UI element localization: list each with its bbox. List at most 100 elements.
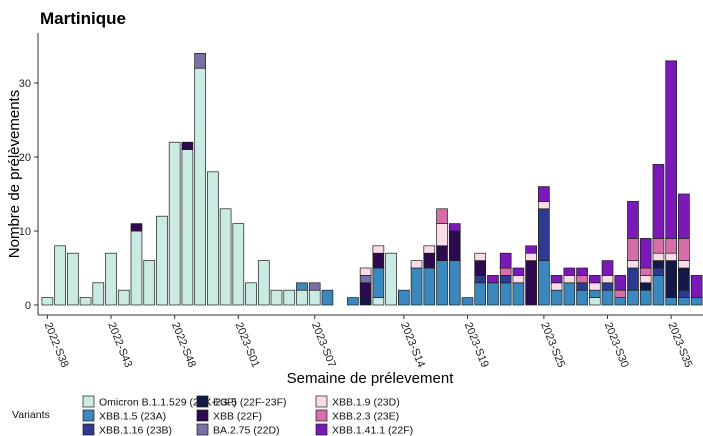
bar-segment <box>347 297 359 306</box>
bar-segment <box>474 252 487 261</box>
bar-segment <box>550 282 563 291</box>
bar-segment <box>436 260 448 306</box>
bar-segment <box>105 252 117 306</box>
bar-segment <box>665 252 678 261</box>
bar-segment <box>232 223 245 306</box>
bar-segment <box>639 267 652 276</box>
bar-segment <box>690 275 703 298</box>
bar-segment <box>423 252 436 269</box>
bar-segment <box>639 238 652 269</box>
bar-segment <box>627 260 639 269</box>
bar-segment <box>296 289 308 306</box>
y-tick-label: 10 <box>19 226 31 238</box>
bar-segment <box>474 275 487 284</box>
bar-segment <box>283 289 296 306</box>
bar-segment <box>538 201 550 210</box>
x-tick-label: 2022-S48 <box>169 321 198 370</box>
legend-label: BA.2.75 (22D) <box>213 425 280 436</box>
bar-segment <box>601 260 614 276</box>
bar-segment <box>372 245 385 254</box>
bar-segment <box>308 289 321 306</box>
bar-segment <box>652 275 665 306</box>
bar-segment <box>423 267 436 306</box>
bar-segment <box>321 289 334 306</box>
bar-segment <box>359 275 372 284</box>
bar-segment <box>41 297 54 306</box>
y-ticks-layer: 0 10 20 30 <box>19 78 38 312</box>
bar-segment <box>652 238 665 254</box>
bar-segment <box>474 282 487 306</box>
bar-segment <box>576 282 588 291</box>
bar-segment <box>194 67 206 306</box>
bar-segment <box>219 208 232 306</box>
bar-segment <box>538 260 550 306</box>
legend-label: XBB.1.41.1 (22F) <box>332 425 413 436</box>
bar-segment <box>627 267 639 291</box>
x-tick-label: 2023-S07 <box>309 321 338 370</box>
bar-segment <box>690 297 703 306</box>
bar-segment <box>296 282 308 291</box>
bar-segment <box>499 275 512 284</box>
chart-title: Martinique <box>40 9 126 28</box>
x-tick-label: 2023-S35 <box>665 321 694 370</box>
bar-segment <box>678 193 690 239</box>
legend-swatch <box>82 423 95 436</box>
bar-segment <box>156 215 168 306</box>
bar-segment <box>665 60 678 239</box>
x-tick-label: 2022-S43 <box>105 321 134 370</box>
bar-segment <box>563 282 576 306</box>
axes-layer <box>37 33 703 316</box>
bar-segment <box>257 260 270 306</box>
bar-segment <box>372 252 385 269</box>
bar-segment <box>652 252 665 261</box>
bar-segment <box>652 164 665 239</box>
bar-segment <box>54 245 66 306</box>
legend-label: EG.5 (22F-23F) <box>213 397 287 409</box>
bar-segment <box>614 275 627 291</box>
legend-swatch <box>82 409 95 422</box>
bar-segment <box>550 275 563 284</box>
bar-segment <box>678 260 690 269</box>
bar-segment <box>588 289 601 298</box>
bar-segment <box>130 223 143 232</box>
bar-segment <box>525 245 537 254</box>
bar-segment <box>499 267 512 276</box>
bar-segment <box>194 53 206 69</box>
legend-label: XBB.2.3 (23E) <box>332 411 399 423</box>
bar-segment <box>92 282 105 306</box>
bar-segment <box>652 260 665 269</box>
x-tick-label: 2023-S19 <box>462 321 491 370</box>
bar-segment <box>143 260 156 306</box>
bar-segment <box>512 275 525 284</box>
bars-layer <box>41 53 703 306</box>
bar-segment <box>130 230 143 306</box>
legend-swatch <box>196 423 209 436</box>
bar-segment <box>181 149 194 306</box>
bar-segment <box>678 238 690 261</box>
bar-segment <box>270 289 283 306</box>
bar-segment <box>652 267 665 276</box>
bar-segment <box>601 275 614 284</box>
bar-segment <box>512 282 525 306</box>
bar-segment <box>474 260 487 276</box>
bar-segment <box>499 282 512 306</box>
legend-label: XBB.1.16 (23B) <box>99 425 172 436</box>
bar-segment <box>385 252 397 306</box>
bar-segment <box>398 289 410 306</box>
bar-segment <box>614 289 627 298</box>
bar-segment <box>627 289 639 306</box>
bar-segment <box>372 267 385 298</box>
bar-segment <box>487 282 499 306</box>
bar-segment <box>461 297 474 306</box>
x-tick-label: 2022-S38 <box>42 321 71 370</box>
bar-segment <box>665 260 678 298</box>
bar-segment <box>678 297 690 306</box>
bar-segment <box>448 260 461 306</box>
bar-segment <box>639 282 652 291</box>
bar-segment <box>550 289 563 306</box>
legend-label: XBB.1.5 (23A) <box>99 411 166 423</box>
bar-segment <box>525 252 537 261</box>
bar-segment <box>359 297 372 306</box>
bar-segment <box>487 275 499 284</box>
